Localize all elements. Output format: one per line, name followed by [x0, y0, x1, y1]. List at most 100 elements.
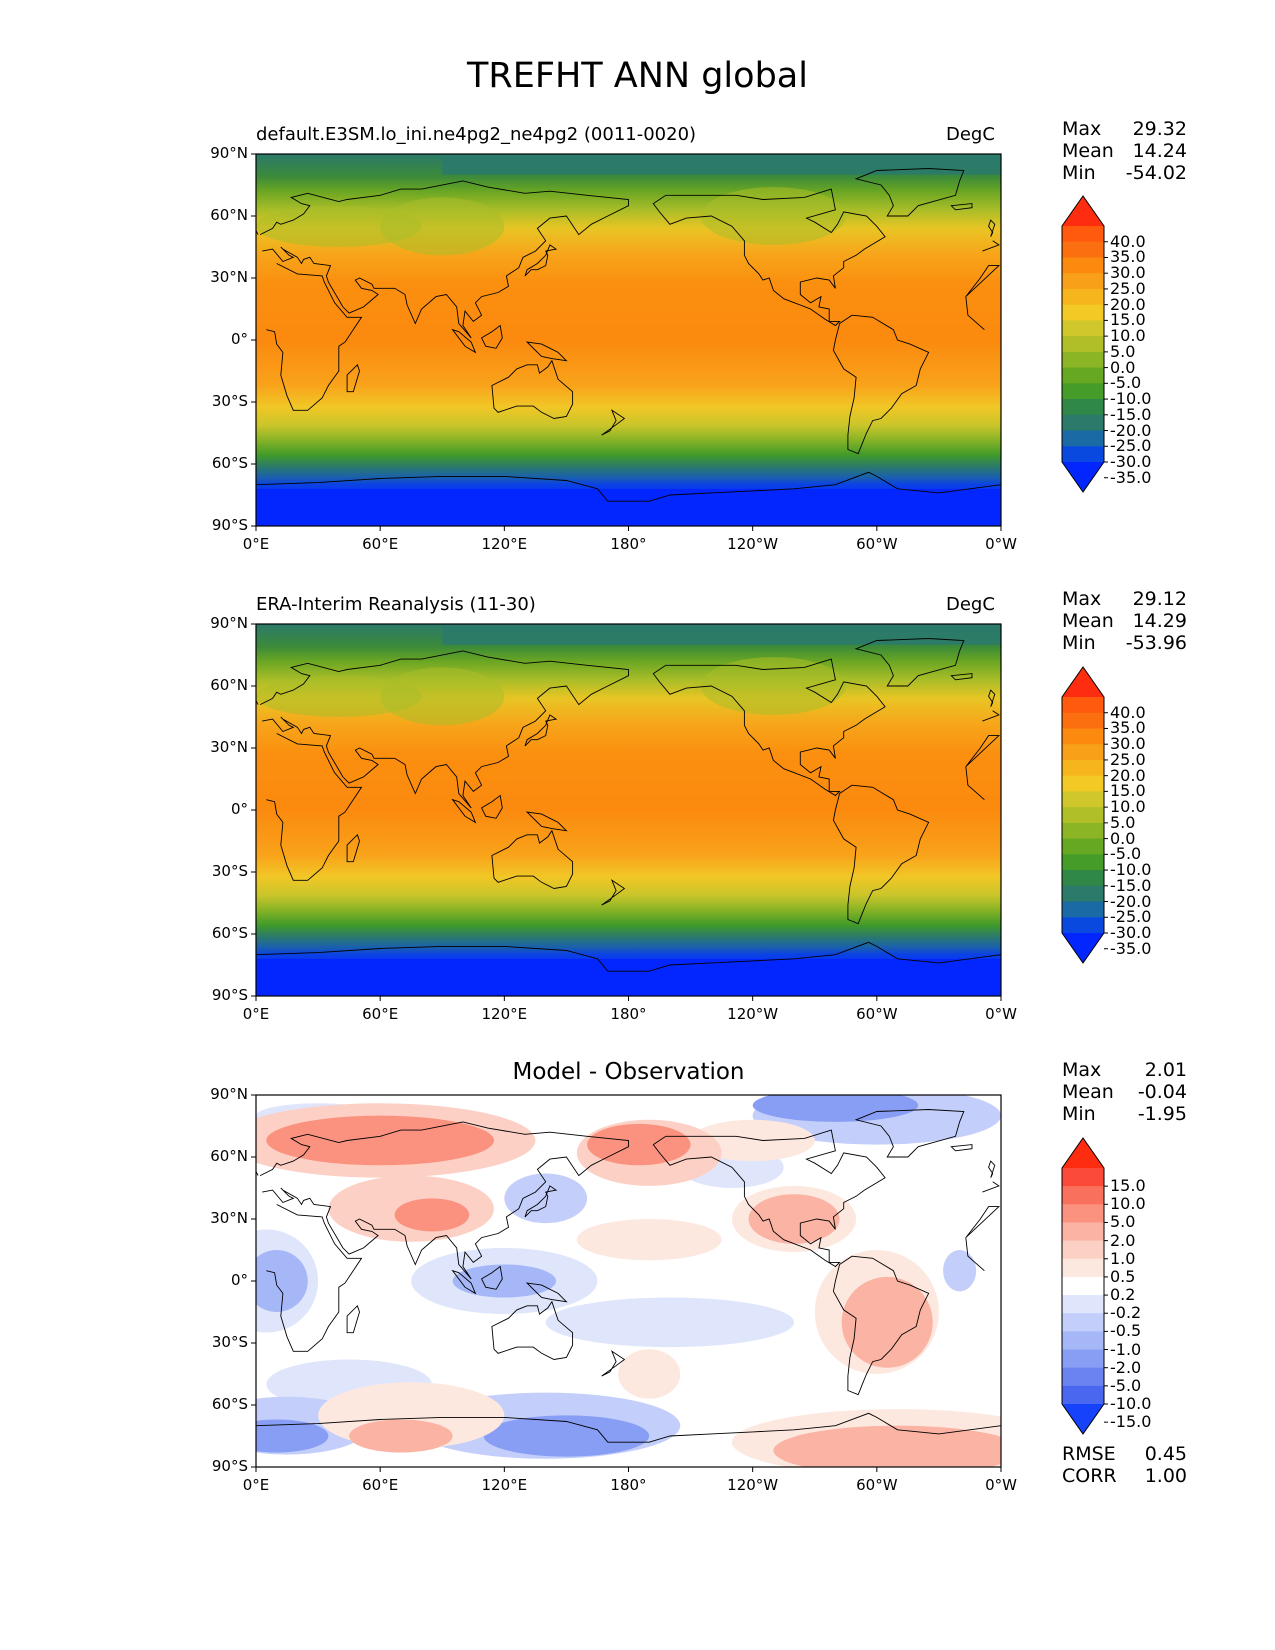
colorbar-bin	[1062, 807, 1104, 824]
panel-left-title: default.E3SM.lo_ini.ne4pg2_ne4pg2 (0011-…	[256, 124, 697, 145]
colorbar-label: 35.0	[1110, 718, 1146, 738]
colorbar-label: 20.0	[1110, 294, 1146, 314]
stat-value: 0.45	[1144, 1443, 1187, 1465]
colorbar-bin	[1062, 446, 1104, 463]
colorbar-extend-max	[1062, 667, 1104, 697]
colorbar-label: 0.0	[1110, 828, 1136, 848]
anomaly-region-13	[256, 1419, 329, 1453]
stat-label: Min	[1062, 1103, 1096, 1125]
coastline-sumatra-2	[451, 1269, 477, 1295]
coastline-australia-1	[491, 829, 574, 889]
colorbar-label: 25.0	[1110, 278, 1146, 298]
stat-label: Mean	[1062, 140, 1114, 162]
stat-value: 1.00	[1144, 1465, 1187, 1487]
stat-value: 29.32	[1132, 118, 1187, 140]
colorbar-reference	[1061, 666, 1108, 964]
colorbar-label: -35.0	[1110, 938, 1152, 958]
anomaly-region-17	[618, 1349, 681, 1399]
colorbar-bin	[1062, 744, 1104, 761]
stat-row-mean: Mean -0.04	[1062, 1081, 1187, 1103]
colorbar-bin	[1062, 414, 1104, 432]
coastline-iceland-0	[950, 203, 973, 211]
stat-value: 2.01	[1144, 1059, 1187, 1081]
anomaly-region-1	[545, 1297, 795, 1348]
coastline-samerica-2	[832, 1255, 930, 1396]
colorbar-label: -20.0	[1110, 420, 1152, 440]
colorbar-test	[1061, 195, 1108, 493]
coastline-africa-0	[266, 263, 1001, 411]
colorbar-label: 15.0	[1110, 1176, 1146, 1196]
coastline-namerica-1	[652, 658, 886, 797]
colorbar-label: 10.0	[1110, 797, 1146, 817]
anomaly-region-26	[690, 1119, 815, 1162]
error-stats: RMSE 0.45 CORR 1.00	[1062, 1443, 1187, 1487]
colorbar-label: -15.0	[1110, 875, 1152, 895]
coastline-greenland-2	[854, 1109, 965, 1158]
colorbar-bin	[1062, 728, 1104, 745]
colorbar-bin	[1062, 1295, 1104, 1314]
coastline-borneo-2	[481, 1265, 503, 1290]
colorbar-bin	[1062, 712, 1104, 729]
stat-row-mean: Mean 14.29	[1062, 610, 1187, 632]
colorbar-label: 20.0	[1110, 765, 1146, 785]
coastline-nz-2	[601, 1350, 626, 1377]
x-tick-label: 0°E	[242, 1476, 270, 1494]
coastline-japan-2	[524, 1185, 558, 1218]
anomaly-region-9	[752, 1095, 919, 1122]
colorbar-bin	[1062, 791, 1104, 808]
colorbar-label: -5.0	[1110, 1375, 1142, 1395]
x-tick-label: 60°W	[856, 1476, 898, 1494]
y-tick-label: 30°N	[210, 1209, 248, 1227]
stat-row-rmse: RMSE 0.45	[1062, 1443, 1187, 1465]
cold-region-2	[256, 205, 422, 247]
stat-row-corr: CORR 1.00	[1062, 1465, 1187, 1487]
map-panel-diff	[251, 1094, 1002, 1472]
coastline-madagascar-0	[346, 363, 360, 393]
anomaly-region-32	[266, 1115, 494, 1166]
x-tick-label: 60°W	[856, 1005, 898, 1023]
x-tick-label: 120°E	[481, 1476, 528, 1494]
y-tick-label: 30°S	[211, 862, 248, 880]
colorbar-label: -20.0	[1110, 891, 1152, 911]
colorbar-bin	[1062, 1331, 1104, 1351]
colorbar-extend-min	[1062, 933, 1104, 963]
colorbar-diff	[1061, 1137, 1108, 1435]
colorbar-label: 5.0	[1110, 1212, 1136, 1232]
x-tick-label: 60°E	[362, 535, 399, 553]
colorbar-bin	[1062, 1258, 1104, 1278]
stat-value: -0.04	[1137, 1081, 1187, 1103]
colorbar-label: 40.0	[1110, 231, 1146, 251]
colorbar-extend-min	[1062, 1404, 1104, 1434]
y-tick-label: 60°N	[210, 206, 248, 224]
colorbar-label: -2.0	[1110, 1357, 1142, 1377]
coastline-greenland-1	[854, 638, 965, 687]
anomaly-region-21	[773, 1425, 1001, 1467]
colorbar-bin	[1062, 336, 1104, 353]
x-tick-label: 60°W	[856, 535, 898, 553]
stat-value: 14.24	[1132, 140, 1187, 162]
colorbar-bin	[1062, 838, 1104, 855]
colorbar-bin	[1062, 320, 1104, 337]
x-tick-label: 0°W	[985, 1476, 1017, 1494]
anomaly-region-28	[587, 1123, 691, 1166]
stat-label: CORR	[1062, 1465, 1117, 1487]
anomaly-region-11	[452, 1264, 557, 1298]
anomaly-region-23	[841, 1276, 933, 1368]
colorbar-bin	[1062, 1349, 1104, 1369]
coastline-newguinea-2	[525, 1282, 568, 1303]
coastline-borneo-0	[481, 324, 503, 349]
colorbar-bin	[1062, 1385, 1104, 1405]
colorbar-label: -5.0	[1110, 373, 1142, 393]
colorbar-bin	[1062, 1240, 1104, 1260]
y-tick-label: 60°N	[210, 676, 248, 694]
y-tick-label: 60°S	[211, 1395, 248, 1413]
coastline-newguinea-1	[525, 811, 568, 832]
coastline-sumatra-0	[451, 328, 477, 354]
colorbar-bin	[1062, 870, 1104, 887]
stat-row-min: Min -54.02	[1062, 162, 1187, 184]
y-tick-label: 30°N	[210, 268, 248, 286]
figure-title: TREFHT ANN global	[467, 56, 808, 96]
anomaly-region-6	[504, 1173, 588, 1224]
colorbar-bin	[1062, 901, 1104, 918]
x-tick-label: 180°	[610, 535, 647, 553]
